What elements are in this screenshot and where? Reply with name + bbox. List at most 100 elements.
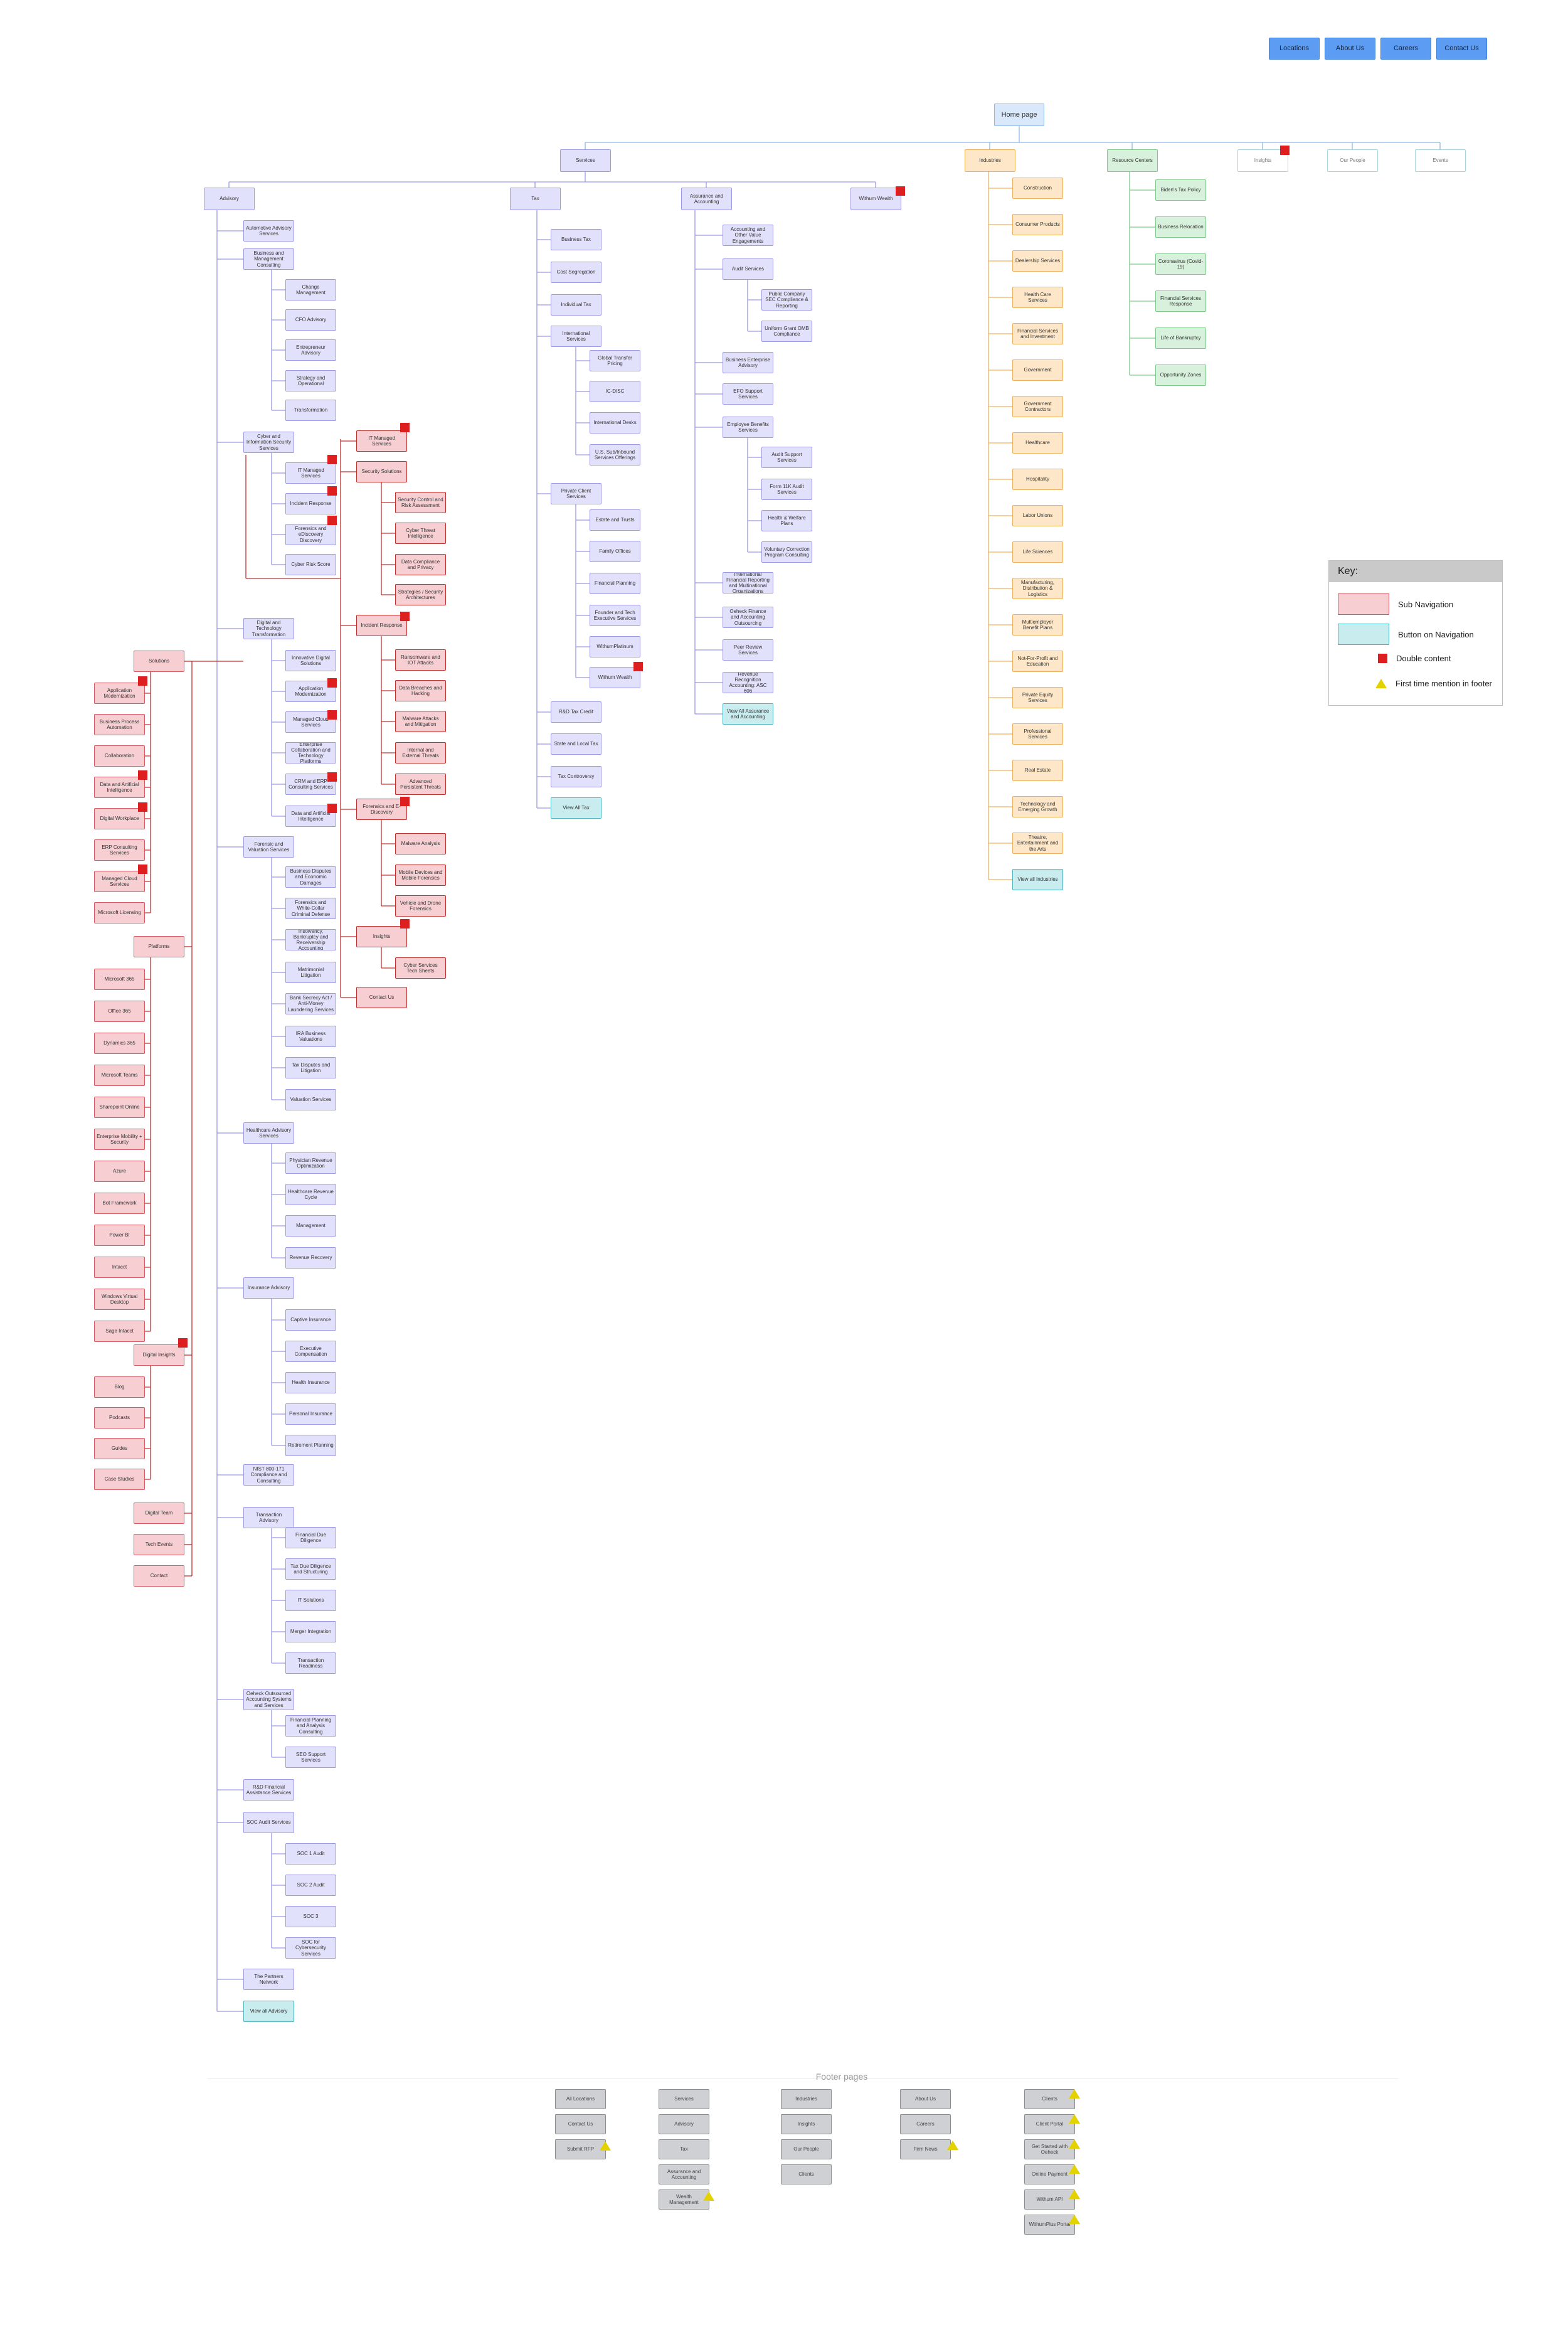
node-oeheck-outsourced-accounting-systems-and[interactable]: Oeheck Outsourced Accounting Systems and… (243, 1689, 294, 1710)
node-azure[interactable]: Azure (94, 1161, 145, 1182)
node-soc-2-audit[interactable]: SOC 2 Audit (285, 1875, 336, 1896)
node-security-control-and-risk-assessment[interactable]: Security Control and Risk Assessment (395, 492, 446, 513)
node-cyber-risk-score[interactable]: Cyber Risk Score (285, 554, 336, 575)
node-insolvency-bankruptcy-and-receivership-a[interactable]: Insolvency, Bankruptcy and Receivership … (285, 929, 336, 950)
node-private-client-services[interactable]: Private Client Services (551, 483, 601, 504)
node-efo-support-services[interactable]: EFO Support Services (723, 383, 773, 405)
node-business-enterprise-advisory[interactable]: Business Enterprise Advisory (723, 352, 773, 373)
node-sharepoint-online[interactable]: Sharepoint Online (94, 1097, 145, 1118)
node-theatre-entertainment-and-the-arts[interactable]: Theatre, Entertainment and the Arts (1012, 833, 1063, 854)
node-sage-intacct[interactable]: Sage Intacct (94, 1321, 145, 1342)
node-vehicle-and-drone-forensics[interactable]: Vehicle and Drone Forensics (395, 895, 446, 917)
node-about-us[interactable]: About Us (1325, 38, 1375, 60)
node-insights[interactable]: Insights (781, 2114, 832, 2134)
node-dynamics-365[interactable]: Dynamics 365 (94, 1033, 145, 1054)
node-private-equity-services[interactable]: Private Equity Services (1012, 687, 1063, 708)
node-application-modernization[interactable]: Application Modernization (94, 683, 145, 704)
node-clients[interactable]: Clients (781, 2164, 832, 2184)
node-withum-api[interactable]: Withum API (1024, 2189, 1075, 2210)
node-executive-compensation[interactable]: Executive Compensation (285, 1341, 336, 1362)
node-tech-events[interactable]: Tech Events (134, 1534, 184, 1555)
node-digital-and-technology-transformation[interactable]: Digital and Technology Transformation (243, 618, 294, 639)
node-life-sciences[interactable]: Life Sciences (1012, 541, 1063, 563)
node-view-all-industries[interactable]: View all Industries (1012, 869, 1063, 890)
node-hospitality[interactable]: Hospitality (1012, 469, 1063, 490)
node-management[interactable]: Management (285, 1215, 336, 1237)
node-soc-audit-services[interactable]: SOC Audit Services (243, 1812, 294, 1833)
node-entrepreneur-advisory[interactable]: Entrepreneur Advisory (285, 339, 336, 361)
node-life-of-bankruptcy[interactable]: Life of Bankruptcy (1155, 327, 1206, 349)
node-tax-disputes-and-litigation[interactable]: Tax Disputes and Litigation (285, 1057, 336, 1078)
node-matrimonial-litigation[interactable]: Matrimonial Litigation (285, 962, 336, 983)
node-forensics-and-e-discovery[interactable]: Forensics and E-Discovery (356, 799, 407, 820)
node-it-solutions[interactable]: IT Solutions (285, 1590, 336, 1611)
node-personal-insurance[interactable]: Personal Insurance (285, 1403, 336, 1425)
node-enterprise-collaboration-and-technology-[interactable]: Enterprise Collaboration and Technology … (285, 742, 336, 763)
node-financial-services-response[interactable]: Financial Services Response (1155, 290, 1206, 312)
node-careers[interactable]: Careers (1380, 38, 1431, 60)
node-cyber-threat-intelligence[interactable]: Cyber Threat Intelligence (395, 523, 446, 544)
node-retirement-planning[interactable]: Retirement Planning (285, 1435, 336, 1456)
node-forensics-and-ediscovery-discovery[interactable]: Forensics and eDiscovery Discovery (285, 524, 336, 545)
node-tax-due-diligence-and-structuring[interactable]: Tax Due Diligence and Structuring (285, 1558, 336, 1580)
node-assurance-and-accounting[interactable]: Assurance and Accounting (659, 2164, 709, 2184)
node-ira-business-valuations[interactable]: IRA Business Valuations (285, 1026, 336, 1047)
node-microsoft-licensing[interactable]: Microsoft Licensing (94, 902, 145, 923)
node-opportunity-zones[interactable]: Opportunity Zones (1155, 364, 1206, 386)
node-ransomware-and-iot-attacks[interactable]: Ransomware and IOT Attacks (395, 649, 446, 671)
node-oeheck-finance-and-accounting-outsourcin[interactable]: Oeheck Finance and Accounting Outsourcin… (723, 607, 773, 628)
node-solutions[interactable]: Solutions (134, 651, 184, 672)
node-office-365[interactable]: Office 365 (94, 1001, 145, 1022)
node-health-welfare-plans[interactable]: Health & Welfare Plans (761, 510, 812, 531)
node-dealership-services[interactable]: Dealership Services (1012, 250, 1063, 272)
node-locations[interactable]: Locations (1269, 38, 1320, 60)
node-multiemployer-benefit-plans[interactable]: Multiemployer Benefit Plans (1012, 614, 1063, 636)
node-case-studies[interactable]: Case Studies (94, 1469, 145, 1490)
node-coronavirus-covid-19[interactable]: Coronavirus (Covid-19) (1155, 253, 1206, 275)
node-global-transfer-pricing[interactable]: Global Transfer Pricing (590, 350, 640, 371)
node-soc-3[interactable]: SOC 3 (285, 1906, 336, 1927)
node-cfo-advisory[interactable]: CFO Advisory (285, 309, 336, 331)
node-health-care-services[interactable]: Health Care Services (1012, 287, 1063, 308)
node-international-desks[interactable]: International Desks (590, 412, 640, 434)
node-data-compliance-and-privacy[interactable]: Data Compliance and Privacy (395, 554, 446, 575)
node-not-for-profit-and-education[interactable]: Not-For-Profit and Education (1012, 651, 1063, 672)
node-platforms[interactable]: Platforms (134, 936, 184, 957)
node-withumplus-portal[interactable]: WithumPlus Portal (1024, 2215, 1075, 2235)
node-strategies-security-architectures[interactable]: Strategies / Security Architectures (395, 584, 446, 605)
node-advisory[interactable]: Advisory (204, 188, 255, 210)
node-insights[interactable]: Insights (1237, 149, 1288, 172)
node-estate-and-trusts[interactable]: Estate and Trusts (590, 509, 640, 531)
node-resource-centers[interactable]: Resource Centers (1107, 149, 1158, 172)
node-get-started-with-oeheck[interactable]: Get Started with Oeheck (1024, 2139, 1075, 2159)
node-collaboration[interactable]: Collaboration (94, 745, 145, 767)
node-bank-secrecy-act-anti-money-laundering-s[interactable]: Bank Secrecy Act / Anti-Money Laundering… (285, 993, 336, 1014)
node-health-insurance[interactable]: Health Insurance (285, 1372, 336, 1393)
node-view-all-advisory[interactable]: View all Advisory (243, 2001, 294, 2022)
node-client-portal[interactable]: Client Portal (1024, 2114, 1075, 2134)
node-our-people[interactable]: Our People (1327, 149, 1378, 172)
node-advisory[interactable]: Advisory (659, 2114, 709, 2134)
node-manufacturing-distribution-logistics[interactable]: Manufacturing, Distribution & Logistics (1012, 578, 1063, 599)
node-tax-controversy[interactable]: Tax Controversy (551, 766, 601, 787)
node-incident-response[interactable]: Incident Response (356, 615, 407, 636)
node-revenue-recognition-accounting-asc-606[interactable]: Revenue Recognition Accounting: ASC 606 (723, 672, 773, 693)
node-malware-attacks-and-mitigation[interactable]: Malware Attacks and Mitigation (395, 711, 446, 732)
node-uniform-grant-omb-compliance[interactable]: Uniform Grant OMB Compliance (761, 321, 812, 342)
node-soc-for-cybersecurity-services[interactable]: SOC for Cybersecurity Services (285, 1937, 336, 1959)
node-careers[interactable]: Careers (900, 2114, 951, 2134)
node-view-all-assurance-and-accounting[interactable]: View All Assurance and Accounting (723, 703, 773, 725)
node-it-managed-services[interactable]: IT Managed Services (285, 462, 336, 484)
node-blog[interactable]: Blog (94, 1376, 145, 1398)
node-data-and-artificial-intelligence[interactable]: Data and Artificial Intelligence (94, 777, 145, 798)
node-business-tax[interactable]: Business Tax (551, 229, 601, 250)
node-forensics-and-white-collar-criminal-defe[interactable]: Forensics and White-Collar Criminal Defe… (285, 898, 336, 919)
node-ic-disc[interactable]: IC-DISC (590, 381, 640, 402)
node-revenue-recovery[interactable]: Revenue Recovery (285, 1247, 336, 1269)
node-u-s-sub-inbound-services-offerings[interactable]: U.S. Sub/Inbound Services Offerings (590, 444, 640, 466)
node-cost-segregation[interactable]: Cost Segregation (551, 262, 601, 283)
node-founder-and-tech-executive-services[interactable]: Founder and Tech Executive Services (590, 605, 640, 626)
node-form-11k-audit-services[interactable]: Form 11K Audit Services (761, 479, 812, 500)
node-erp-consulting-services[interactable]: ERP Consulting Services (94, 839, 145, 861)
node-online-payment[interactable]: Online Payment (1024, 2164, 1075, 2184)
